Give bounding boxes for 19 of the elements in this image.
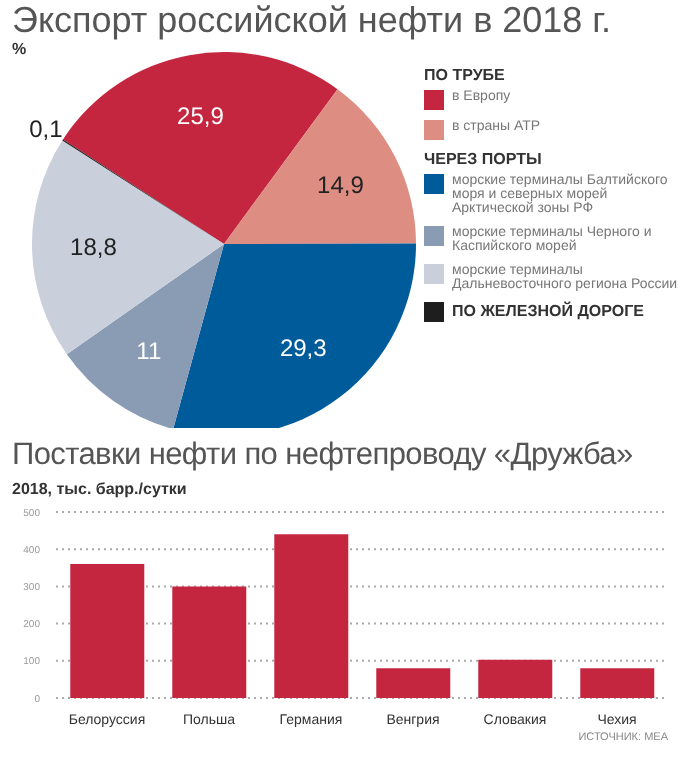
bar (478, 659, 553, 698)
chart-title: Поставки нефти по нефтепроводу «Дружба» (12, 438, 633, 474)
data-label: 14,9 (317, 170, 365, 199)
data-label: 11 (136, 336, 162, 365)
data-label: 25,9 (177, 101, 225, 130)
data-label: 18,8 (70, 232, 118, 261)
text: ПО ТРУБЕ (424, 66, 507, 84)
chart-subtitle: % (12, 40, 27, 58)
bar (172, 586, 247, 698)
legend-label: ПО ЖЕЛЕЗНОЙ ДОРОГЕ (452, 302, 644, 320)
text: ЧЕРЕЗ ПОРТЫ (424, 150, 544, 168)
chart-subtitle: 2018, тыс. барр./сутки (12, 480, 187, 498)
bar (70, 564, 145, 698)
chart-title: Экспорт российской нефти в 2018 г. (12, 0, 612, 42)
data-label: 29,3 (279, 333, 328, 362)
bar (376, 668, 451, 698)
bar (274, 534, 349, 698)
bar (580, 668, 655, 698)
data-label: 0,1 (29, 115, 64, 144)
